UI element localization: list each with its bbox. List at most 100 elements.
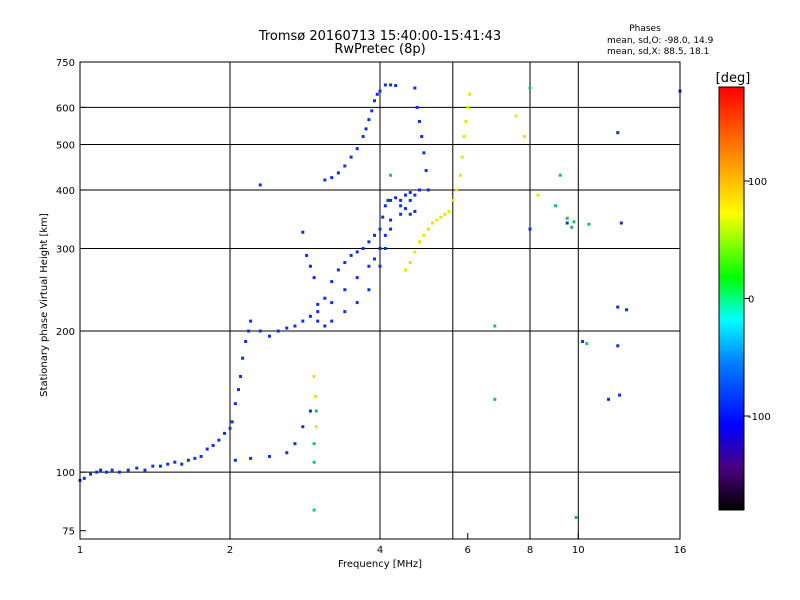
data-point bbox=[293, 442, 297, 446]
data-point bbox=[239, 374, 243, 378]
data-point bbox=[367, 288, 371, 292]
data-point bbox=[383, 83, 387, 87]
data-point bbox=[336, 171, 340, 175]
data-point bbox=[308, 409, 312, 413]
data-point bbox=[399, 212, 403, 216]
data-point bbox=[104, 470, 108, 474]
data-point bbox=[158, 464, 162, 468]
data-point bbox=[443, 212, 447, 216]
data-point bbox=[394, 84, 398, 88]
data-point bbox=[389, 173, 393, 177]
data-point bbox=[403, 193, 407, 197]
x-tick-label: 6 bbox=[465, 545, 471, 556]
data-point bbox=[166, 462, 170, 466]
data-point bbox=[462, 135, 466, 139]
data-point bbox=[110, 468, 114, 472]
x-tick-label: 8 bbox=[527, 545, 533, 556]
data-point bbox=[422, 233, 426, 237]
data-point bbox=[285, 326, 289, 330]
data-point bbox=[373, 257, 377, 261]
data-point bbox=[403, 207, 407, 211]
data-point bbox=[336, 268, 340, 272]
data-point bbox=[468, 92, 472, 96]
data-point bbox=[205, 447, 209, 451]
data-point bbox=[493, 324, 497, 328]
data-point bbox=[378, 89, 382, 93]
data-point bbox=[413, 86, 417, 90]
data-point bbox=[258, 329, 262, 333]
data-point bbox=[618, 393, 622, 397]
data-point bbox=[408, 198, 412, 202]
data-point bbox=[455, 188, 459, 192]
data-point bbox=[241, 356, 245, 360]
data-point bbox=[460, 155, 464, 159]
data-point bbox=[415, 105, 419, 109]
data-point bbox=[570, 225, 574, 229]
data-point bbox=[230, 420, 234, 424]
data-point bbox=[312, 276, 316, 280]
y-tick-label: 75 bbox=[62, 527, 75, 538]
data-point bbox=[420, 135, 424, 139]
data-point bbox=[343, 310, 347, 314]
data-point bbox=[408, 261, 412, 265]
data-point bbox=[616, 131, 620, 135]
colorbar-tick-label: -100 bbox=[748, 412, 771, 423]
data-point bbox=[193, 456, 197, 460]
data-point bbox=[343, 288, 347, 292]
data-point bbox=[301, 319, 305, 323]
data-point bbox=[422, 151, 426, 155]
data-point bbox=[399, 204, 403, 208]
data-point bbox=[330, 301, 334, 305]
data-point bbox=[389, 198, 393, 202]
x-tick-label: 16 bbox=[674, 545, 687, 556]
data-point bbox=[399, 198, 403, 202]
data-point bbox=[330, 176, 334, 180]
data-point bbox=[355, 276, 359, 280]
data-point bbox=[394, 196, 398, 200]
data-point bbox=[408, 191, 412, 195]
data-point bbox=[378, 264, 382, 268]
gridlines bbox=[80, 62, 680, 539]
data-point bbox=[447, 209, 451, 213]
data-point bbox=[301, 425, 305, 429]
data-point bbox=[349, 253, 353, 257]
data-point bbox=[267, 334, 271, 338]
data-point bbox=[367, 264, 371, 268]
phase-box-o: mean, sd,O: -98.0, 14.9 bbox=[607, 36, 714, 46]
data-point bbox=[585, 342, 589, 346]
data-point bbox=[305, 253, 309, 257]
data-point bbox=[323, 324, 327, 328]
data-point bbox=[343, 164, 347, 168]
data-point bbox=[426, 188, 430, 192]
data-point bbox=[323, 178, 327, 182]
data-point bbox=[316, 302, 320, 306]
data-point bbox=[349, 155, 353, 159]
data-point bbox=[211, 443, 215, 447]
data-point bbox=[373, 233, 377, 237]
data-point bbox=[308, 314, 312, 318]
phase-box-title: Phases bbox=[629, 24, 661, 34]
data-point bbox=[312, 442, 316, 446]
data-point bbox=[308, 264, 312, 268]
y-tick-label: 200 bbox=[56, 327, 75, 338]
data-point bbox=[408, 212, 412, 216]
data-point bbox=[173, 460, 177, 464]
data-point bbox=[355, 250, 359, 254]
data-point bbox=[99, 468, 103, 472]
data-point bbox=[276, 329, 280, 333]
y-tick-label: 500 bbox=[56, 141, 75, 152]
chart-title: Tromsø 20160713 15:40:00-15:41:43 bbox=[258, 29, 501, 44]
data-point bbox=[439, 215, 443, 219]
data-point bbox=[616, 305, 620, 309]
data-point bbox=[180, 462, 184, 466]
data-point bbox=[466, 105, 470, 109]
phase-box-x: mean, sd,X: 88.5, 18.1 bbox=[607, 47, 709, 57]
data-point bbox=[528, 86, 532, 90]
data-point bbox=[249, 456, 253, 460]
y-tick-label: 750 bbox=[56, 58, 75, 69]
data-point bbox=[370, 109, 374, 113]
data-point bbox=[565, 216, 569, 220]
data-point bbox=[572, 220, 576, 224]
data-point bbox=[558, 173, 562, 177]
data-point bbox=[426, 227, 430, 231]
